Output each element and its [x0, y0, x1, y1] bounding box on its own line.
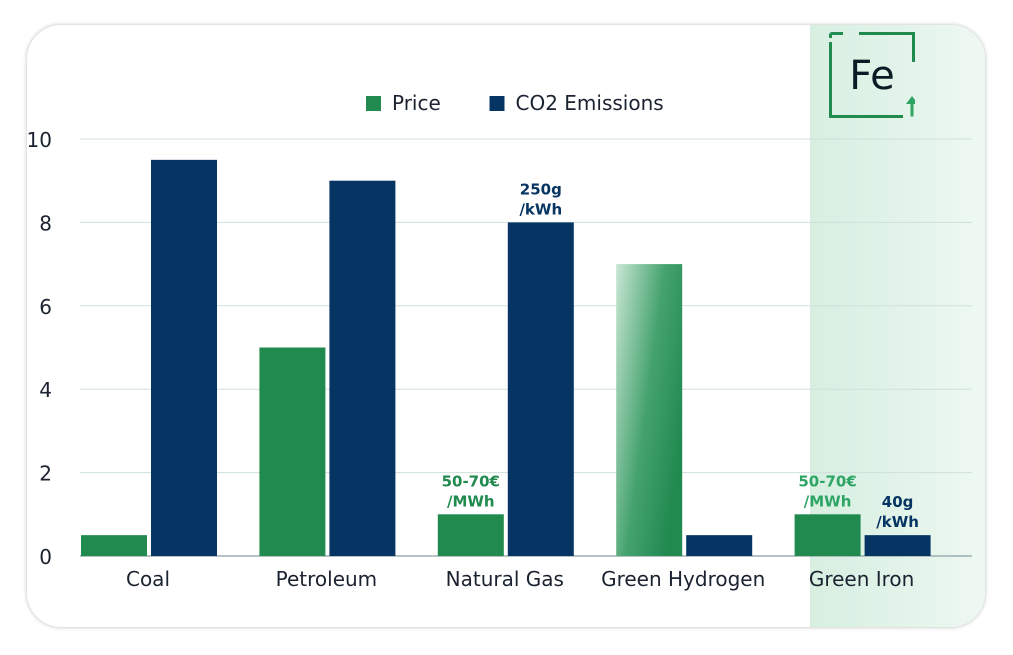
bar-price-natural-gas: [437, 514, 504, 556]
data-label: /MWh: [447, 492, 495, 510]
data-label: 40g: [882, 493, 914, 511]
y-tick-label: 8: [39, 211, 52, 235]
data-label: /MWh: [804, 492, 852, 510]
data-label: 50-70€: [798, 472, 856, 490]
x-tick-label: Petroleum: [276, 567, 378, 591]
data-label: 250g: [520, 180, 562, 198]
legend-label: CO2 Emissions: [516, 91, 664, 115]
data-label: /kWh: [519, 200, 562, 218]
logo-text: Fe: [849, 53, 894, 99]
data-label: /kWh: [876, 513, 919, 531]
x-tick-label: Coal: [126, 567, 170, 591]
y-tick-label: 6: [39, 295, 52, 319]
bar-co2-emissions-coal: [151, 159, 217, 556]
bar-price-green-iron: [794, 514, 861, 556]
bar-price-green-hydrogen: [616, 264, 683, 556]
y-tick-label: 0: [39, 545, 52, 569]
bar-co2-emissions-petroleum: [329, 180, 396, 556]
legend-label: Price: [392, 91, 441, 115]
x-tick-label: Green Hydrogen: [601, 567, 765, 591]
bar-co2-emissions-green-iron: [864, 535, 931, 556]
fe-logo: Fe: [829, 32, 915, 118]
bar-co2-emissions-green-hydrogen: [686, 535, 753, 556]
x-tick-label: Green Iron: [809, 567, 915, 591]
bar-price-coal: [81, 535, 147, 556]
y-tick-label: 2: [39, 462, 52, 486]
y-tick-label: 10: [27, 128, 52, 152]
data-label: 50-70€: [442, 472, 500, 490]
y-tick-label: 4: [39, 378, 52, 402]
bar-price-petroleum: [259, 347, 326, 556]
legend-swatch-price: [366, 96, 381, 111]
bar-co2-emissions-natural-gas: [507, 222, 574, 556]
legend-swatch-co2-emissions: [489, 96, 505, 111]
x-tick-label: Natural Gas: [446, 567, 564, 591]
